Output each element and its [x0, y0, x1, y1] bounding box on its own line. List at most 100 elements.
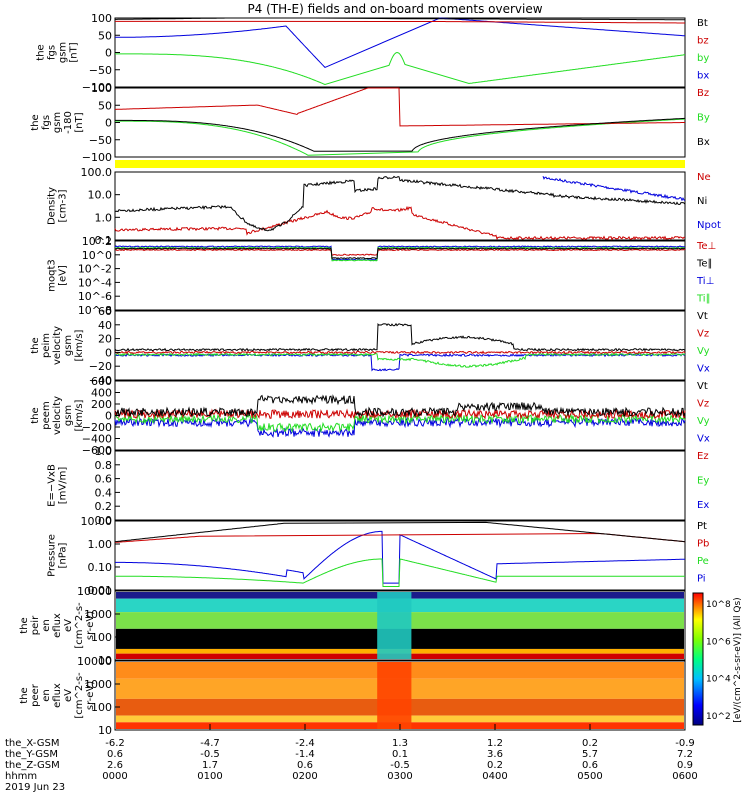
legend-By: By: [697, 112, 710, 123]
y-axis-label: velocity: [52, 326, 63, 365]
legend-bx: bx: [697, 70, 709, 81]
panel-frame: [114, 17, 686, 88]
panel-temperature: 10^210^010^-210^-410^-610^-8 moqt3 [eV] Te⊥…: [47, 235, 717, 317]
y-tick-label: 600: [91, 375, 112, 388]
legend-Te⊥: Te⊥: [696, 241, 716, 252]
y-axis-label: gsm: [52, 112, 63, 133]
xaxis-row-label: hhmm: [5, 771, 37, 782]
y-tick-label: −200: [82, 421, 112, 434]
y-axis-label: Pressure: [47, 534, 58, 577]
y-tick-label: 50: [98, 99, 112, 112]
y-tick-label: 10: [98, 654, 112, 667]
legend-Bz: Bz: [697, 88, 709, 99]
xaxis-value: 0.6: [582, 760, 598, 771]
series-green: [115, 51, 686, 86]
y-axis-label: the: [19, 687, 30, 703]
xaxis-value: 0100: [197, 771, 222, 782]
y-tick-label: −100: [82, 151, 112, 164]
y-axis-label: fgs: [41, 115, 52, 130]
y-axis-label: [nT]: [74, 112, 85, 132]
legend-Vz: Vz: [697, 398, 709, 409]
y-tick-label: 10^-2: [78, 263, 112, 276]
y-tick-label: 100.0: [81, 166, 113, 179]
legend-Vx: Vx: [697, 363, 710, 374]
y-axis-label: velocity: [52, 396, 63, 435]
y-tick-label: 50: [98, 29, 112, 42]
series-green: [115, 558, 685, 587]
series-red: [114, 350, 686, 355]
colorbar-label: [eV/(cm^2-s-sr-eV)] (All Qs): [733, 597, 743, 722]
legend-Pi: Pi: [697, 573, 706, 584]
xaxis-value: 1.7: [202, 760, 218, 771]
y-tick-label: 0.2: [95, 500, 113, 513]
panel-peir_spec: 10000 1000 100 10 the peir en eflux eV [cm^2-s-sr…: [19, 585, 686, 667]
y-axis-label: [km/s]: [74, 399, 85, 431]
legend-Bt: Bt: [697, 18, 708, 29]
xaxis-value: -0.5: [390, 760, 410, 771]
xaxis-value: -0.5: [200, 749, 220, 760]
y-axis-label: [nPa]: [58, 542, 69, 568]
y-axis-label: [eV]: [58, 265, 69, 286]
y-tick-label: 1.0: [95, 445, 113, 458]
y-tick-label: 0: [105, 47, 112, 60]
xaxis-value: 0400: [482, 771, 507, 782]
y-tick-label: 0: [105, 346, 112, 359]
y-tick-label: 200: [91, 398, 112, 411]
y-tick-label: 0.6: [95, 473, 113, 486]
y-axis-label: [nT]: [69, 42, 80, 62]
xaxis-value: 0500: [577, 771, 602, 782]
y-axis-label: the: [30, 114, 41, 130]
y-tick-label: −100: [82, 81, 112, 94]
panel-frame: [114, 240, 686, 311]
y-tick-label: 0: [105, 117, 112, 130]
y-tick-label: 0.8: [95, 459, 113, 472]
series-blue: [114, 353, 686, 372]
series-black: [115, 17, 685, 21]
legend-Ne: Ne: [697, 172, 711, 183]
legend-by: by: [697, 53, 709, 64]
legend-Pt: Pt: [697, 521, 707, 532]
series-blue: [115, 530, 686, 584]
legend-Npot: Npot: [697, 220, 721, 231]
y-axis-label: [cm-3]: [58, 189, 69, 222]
xaxis-value: -0.9: [675, 738, 695, 749]
panel-pressure: 10.00 1.00 0.10 0.01 Pressure [nPa] Pt Pb Pe Pi: [47, 515, 710, 597]
series-green: [114, 352, 686, 368]
y-tick-label: −400: [82, 433, 112, 446]
series-red: [114, 248, 686, 256]
legend-Bx: Bx: [697, 137, 710, 148]
y-tick-label: 0.4: [95, 486, 113, 499]
xaxis-value: 0.2: [487, 760, 503, 771]
series-black: [114, 175, 686, 232]
y-tick-label: 100: [91, 631, 112, 644]
xaxis-value: 5.7: [582, 749, 598, 760]
legend-Vt: Vt: [697, 381, 708, 392]
y-axis-label: moqt3: [47, 259, 58, 292]
series-black: [114, 247, 686, 260]
y-tick-label: 10^2: [82, 235, 112, 248]
figure-title: P4 (TH-E) fields and on-board moments ov…: [247, 2, 542, 16]
y-axis-label: sr-eV): [85, 681, 96, 710]
y-axis-label: peim: [41, 333, 52, 358]
legend-Ti∥: Ti∥: [696, 293, 711, 304]
xaxis-value: 1.2: [487, 738, 503, 749]
colorbar-tick: 10^8: [706, 600, 731, 610]
y-axis-label: gsm: [58, 42, 69, 63]
y-tick-label: 1000: [84, 608, 112, 621]
y-tick-label: 0: [105, 410, 112, 423]
xaxis-row-label: the_X-GSM: [5, 738, 59, 749]
y-tick-label: 60: [98, 305, 112, 318]
y-axis-label: [km/s]: [74, 329, 85, 361]
y-tick-label: −40: [89, 374, 112, 387]
series-red: [114, 408, 686, 420]
y-axis-label: en: [41, 689, 52, 702]
legend-Vy: Vy: [697, 346, 710, 357]
y-tick-label: 100: [91, 12, 112, 25]
legend-Pb: Pb: [697, 538, 709, 549]
y-tick-label: −20: [89, 360, 112, 373]
xaxis-row-label: the_Y-GSM: [5, 749, 58, 760]
colorbar-tick: 10^4: [706, 675, 731, 685]
xaxis-value: 0.6: [107, 749, 123, 760]
